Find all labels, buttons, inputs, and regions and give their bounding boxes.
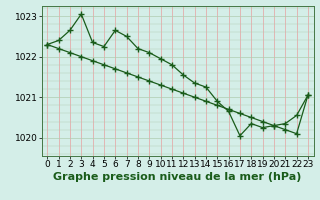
- X-axis label: Graphe pression niveau de la mer (hPa): Graphe pression niveau de la mer (hPa): [53, 172, 302, 182]
